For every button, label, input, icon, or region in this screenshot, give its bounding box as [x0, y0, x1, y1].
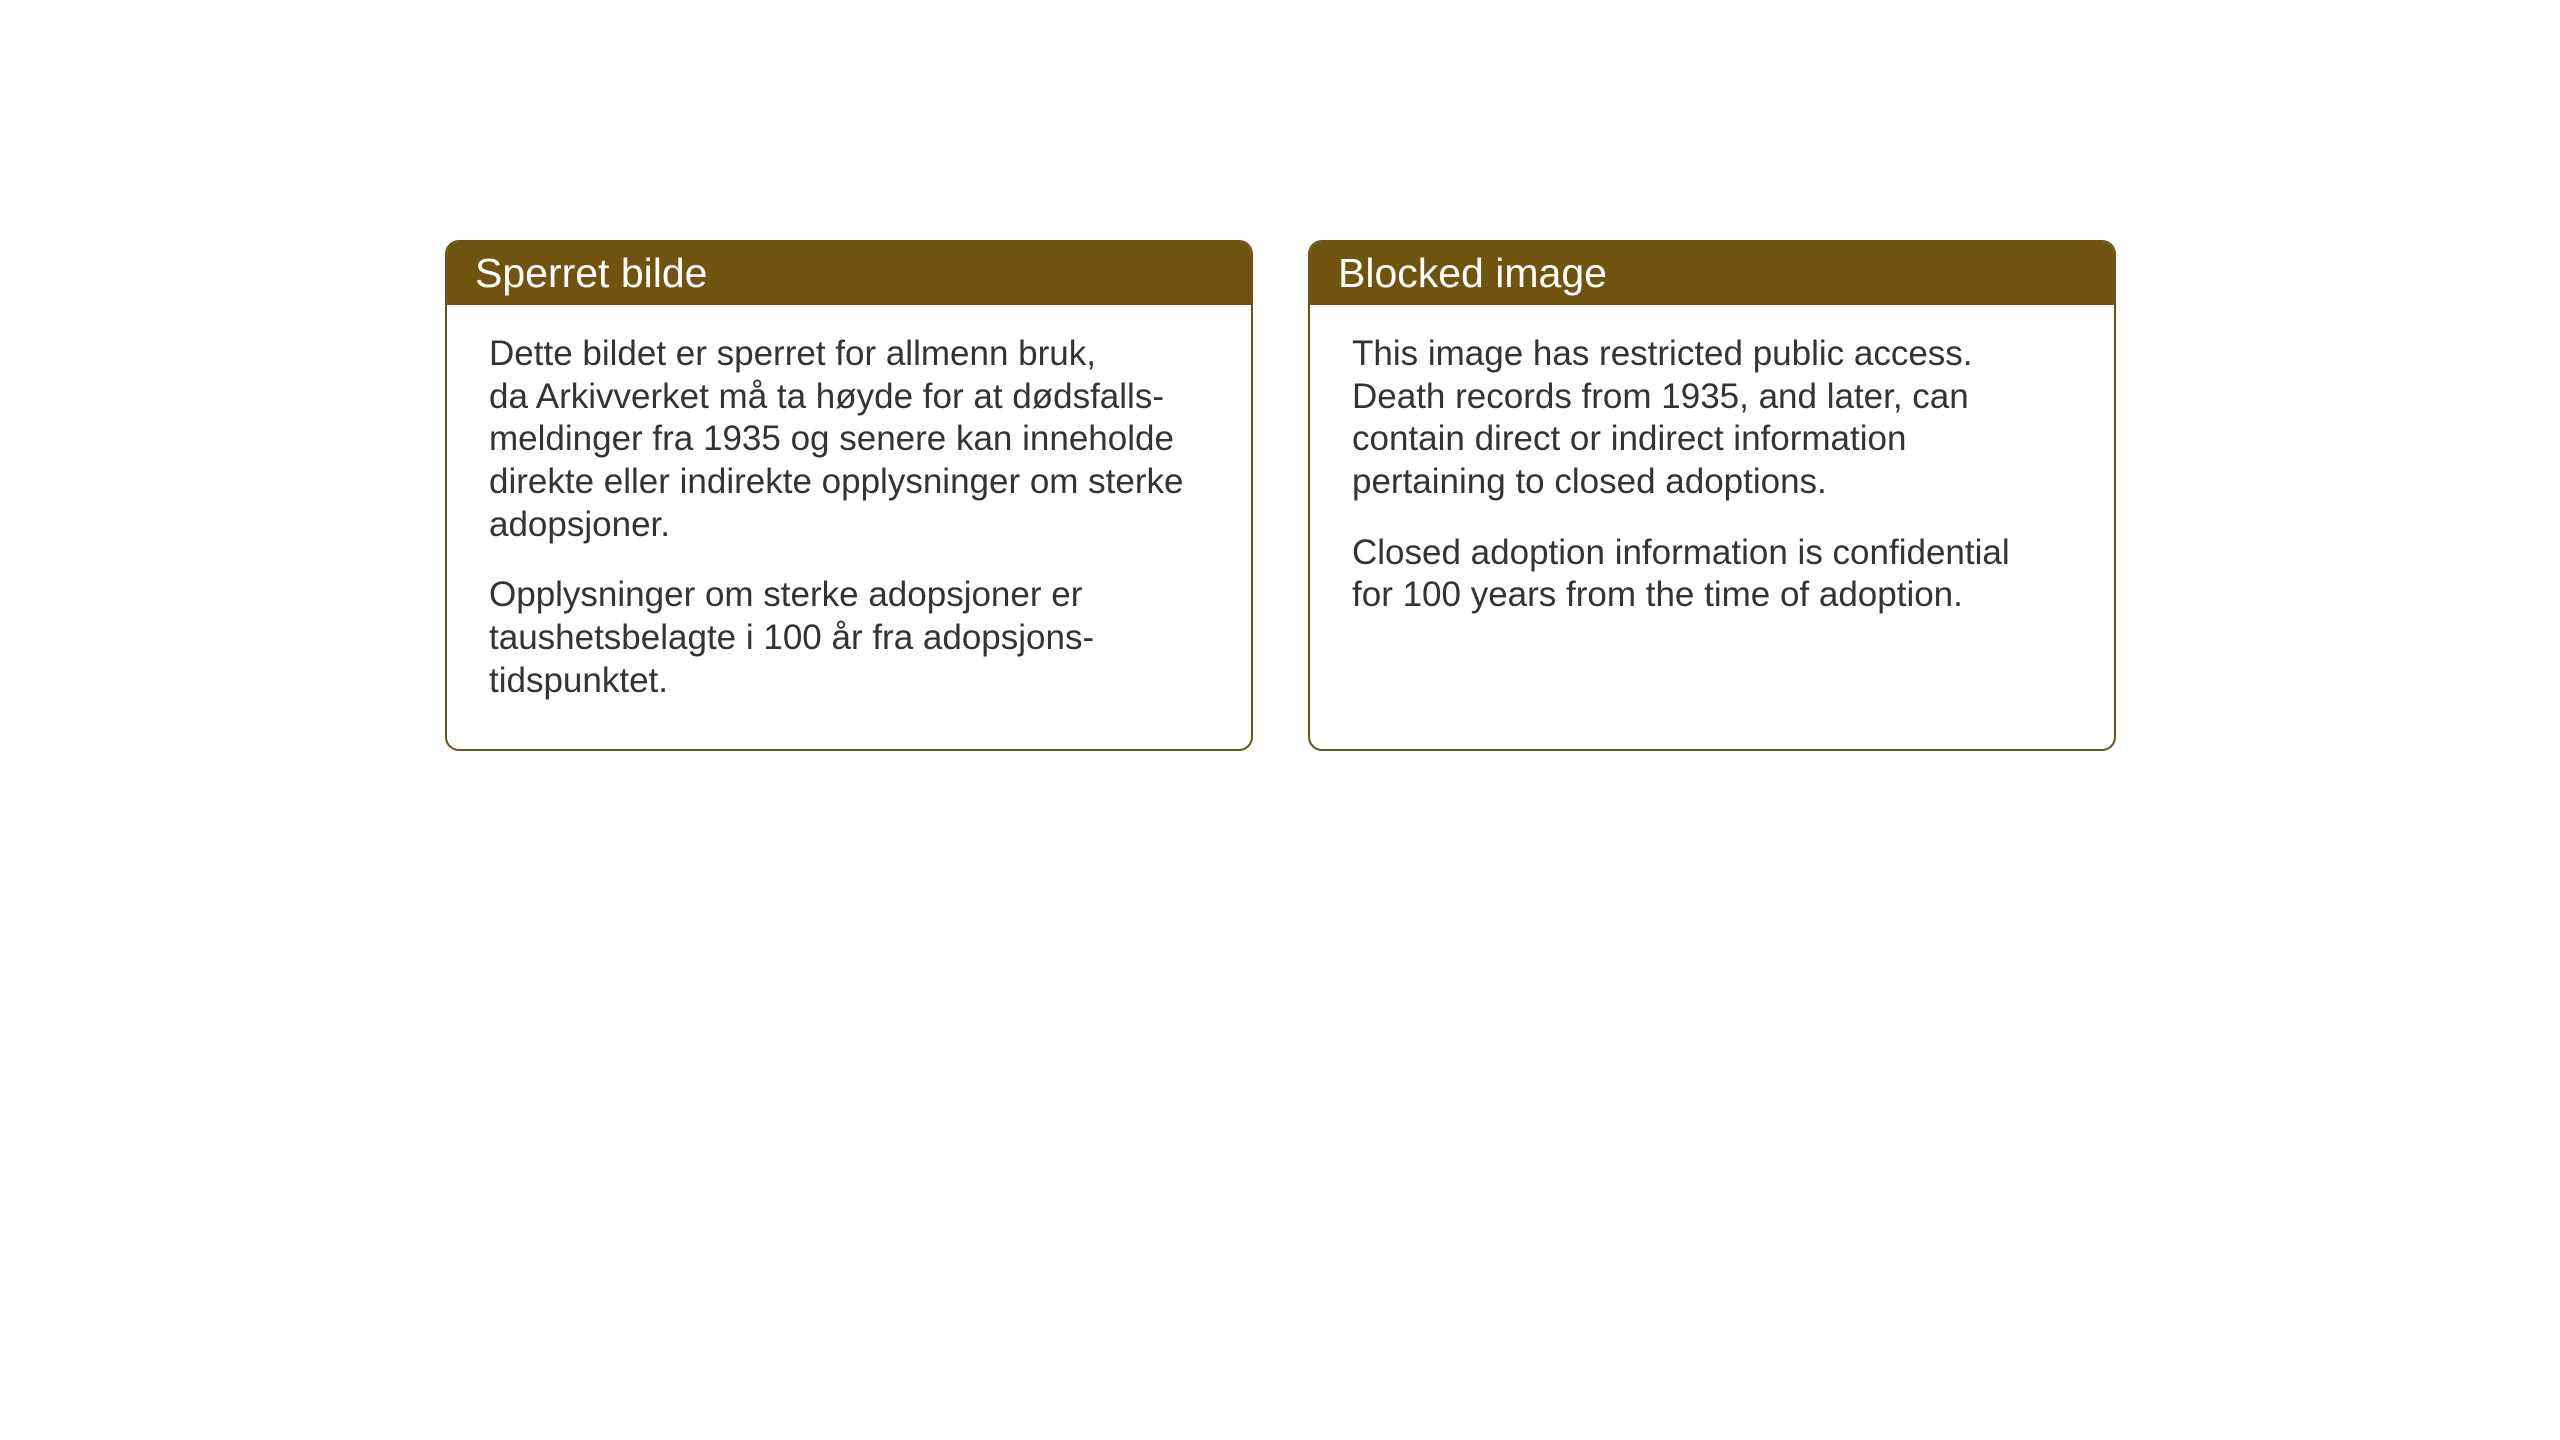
cards-container: Sperret bilde Dette bildet er sperret fo…	[445, 240, 2116, 751]
card-norwegian-header: Sperret bilde	[447, 242, 1251, 305]
card-english: Blocked image This image has restricted …	[1308, 240, 2116, 751]
card-norwegian-paragraph1: Dette bildet er sperret for allmenn bruk…	[489, 333, 1209, 546]
card-norwegian: Sperret bilde Dette bildet er sperret fo…	[445, 240, 1253, 751]
card-english-paragraph2: Closed adoption information is confident…	[1352, 532, 2072, 617]
card-norwegian-paragraph2: Opplysninger om sterke adopsjoner ertaus…	[489, 574, 1209, 702]
card-english-body: This image has restricted public access.…	[1310, 305, 2114, 655]
card-english-header: Blocked image	[1310, 242, 2114, 305]
card-english-paragraph1: This image has restricted public access.…	[1352, 333, 2072, 504]
card-norwegian-body: Dette bildet er sperret for allmenn bruk…	[447, 305, 1251, 741]
